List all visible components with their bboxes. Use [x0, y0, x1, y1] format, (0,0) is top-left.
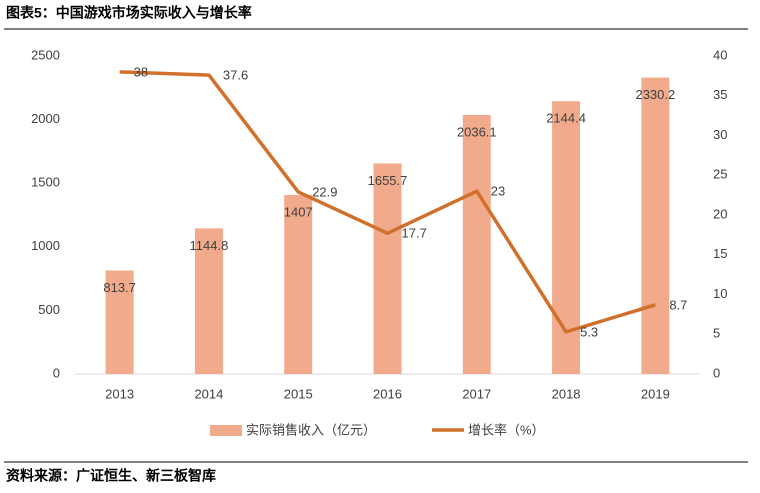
x-tick-label: 2018	[552, 386, 581, 401]
bar	[105, 270, 134, 374]
y-tick-label: 500	[38, 302, 60, 317]
line-value-label: 5.3	[580, 324, 598, 339]
y2-tick-label: 25	[713, 167, 727, 182]
legend-label: 实际销售收入（亿元）	[246, 422, 376, 437]
line-value-label: 17.7	[402, 226, 427, 241]
x-tick-label: 2017	[462, 386, 491, 401]
x-tick-label: 2016	[373, 386, 402, 401]
y2-tick-label: 35	[713, 87, 727, 102]
x-tick-label: 2019	[641, 386, 670, 401]
y-tick-label: 1500	[31, 175, 60, 190]
bar-value-label: 2036.1	[457, 124, 497, 139]
bar	[194, 228, 223, 374]
y-tick-label: 2500	[31, 47, 60, 62]
bar	[373, 163, 402, 374]
y2-tick-label: 5	[713, 326, 720, 341]
bar-value-label: 813.7	[103, 280, 136, 295]
legend-label: 增长率（%）	[468, 422, 545, 437]
line-value-label: 37.6	[223, 68, 248, 83]
bar-value-label: 1144.8	[190, 238, 229, 253]
y2-tick-label: 0	[713, 365, 720, 380]
legend-swatch	[210, 425, 242, 436]
bar	[641, 77, 670, 374]
y-tick-label: 2000	[31, 111, 60, 126]
bar	[284, 195, 313, 374]
source: 资料来源：广证恒生、新三板智库	[6, 468, 216, 484]
bar-value-label: 1655.7	[368, 173, 408, 188]
bar-value-label: 1407	[284, 204, 313, 219]
y2-tick-label: 10	[713, 286, 727, 301]
line-value-label: 38	[134, 64, 148, 79]
x-tick-label: 2013	[105, 386, 134, 401]
line-value-label: 8.7	[669, 297, 687, 312]
line-value-label: 22.9	[312, 184, 337, 199]
line-value-label: 23	[491, 184, 505, 199]
y2-tick-label: 30	[713, 127, 727, 142]
y-tick-label: 0	[53, 365, 60, 380]
y2-tick-label: 40	[713, 47, 727, 62]
chart-title: 图表5：中国游戏市场实际收入与增长率	[6, 5, 252, 21]
bar-value-label: 2330.2	[635, 87, 675, 102]
bar	[462, 115, 491, 374]
y2-tick-label: 15	[713, 246, 727, 261]
y2-tick-label: 20	[713, 206, 727, 221]
line	[119, 70, 656, 334]
x-tick-label: 2014	[194, 386, 223, 401]
y-tick-label: 1000	[31, 238, 60, 253]
bar-value-label: 2144.4	[546, 111, 586, 126]
x-tick-label: 2015	[284, 386, 313, 401]
